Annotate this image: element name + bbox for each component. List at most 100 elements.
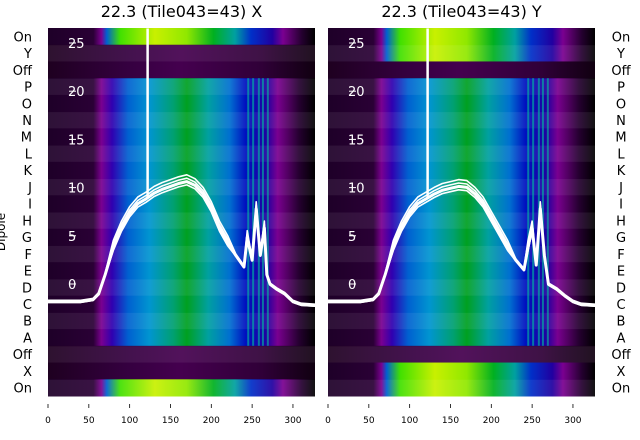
row-label: H <box>616 214 626 229</box>
heatmap-row <box>48 212 315 230</box>
row-label: P <box>24 81 32 96</box>
row-label: I <box>619 198 623 213</box>
heatmap-row <box>328 245 595 263</box>
x-tick-label: 50 <box>363 416 375 426</box>
heatmap-row <box>48 312 315 330</box>
row-label: K <box>617 164 626 179</box>
x-tick-label: 100 <box>401 416 418 426</box>
row-label: Off <box>611 348 631 363</box>
row-label: On <box>14 382 32 397</box>
row-label: X <box>23 365 32 380</box>
row-label: M <box>615 131 626 146</box>
heatmap-stripe <box>527 78 530 346</box>
row-label: G <box>616 231 626 246</box>
row-label: Y <box>616 47 625 62</box>
x-tick-label: 250 <box>524 416 541 426</box>
heatmap-stripe <box>546 78 549 346</box>
heatmap-row <box>48 28 315 46</box>
y-axis-label: Dipole <box>0 213 8 251</box>
overlay-y-tick-label: 0 <box>348 278 356 293</box>
heatmap-stripe <box>541 78 544 346</box>
heatmap-row <box>328 312 595 330</box>
heatmap-row <box>328 94 595 113</box>
heatmap-row <box>48 228 315 246</box>
overlay-line <box>328 178 596 305</box>
row-label: E <box>617 265 625 280</box>
heatmap-row <box>48 111 315 129</box>
x-tick-label: 150 <box>442 416 459 426</box>
row-label: D <box>22 281 32 296</box>
row-label: O <box>616 97 626 112</box>
overlay-line <box>48 174 316 305</box>
heatmap-row <box>48 362 315 380</box>
overlay-y-tick-label: 15 <box>68 133 85 148</box>
row-label: C <box>23 298 32 313</box>
x-tick-label: 50 <box>83 416 95 426</box>
overlay-y-tick-label: 10 <box>68 182 85 197</box>
heatmap-row <box>48 128 315 146</box>
x-tick-label: 300 <box>284 416 301 426</box>
heatmap-row <box>48 94 315 113</box>
overlay-y-tick-label: 5 <box>348 230 356 245</box>
row-label: On <box>612 382 630 397</box>
heatmap-row <box>48 145 315 163</box>
row-label: B <box>617 315 626 330</box>
heatmap-row <box>48 262 315 280</box>
row-label: On <box>14 30 32 45</box>
overlay-y-tick-label: 25 <box>348 37 365 52</box>
row-label: N <box>22 114 32 129</box>
heatmap-row <box>328 362 595 380</box>
x-tick-label: 0 <box>45 416 51 426</box>
row-label: L <box>617 147 625 162</box>
row-label: P <box>617 81 625 96</box>
overlay-y-tick-label: 10 <box>348 182 365 197</box>
x-tick-label: 100 <box>121 416 138 426</box>
heatmap-row <box>48 345 315 364</box>
heatmap-row <box>48 195 315 213</box>
row-label: F <box>617 248 624 263</box>
row-label: On <box>612 30 630 45</box>
row-label: Off <box>611 64 631 79</box>
x-tick-label: 250 <box>244 416 261 426</box>
row-label: I <box>28 198 32 213</box>
row-label: J <box>27 181 32 196</box>
heatmap-row <box>48 78 315 96</box>
row-label: L <box>25 147 33 162</box>
heatmap-row <box>48 245 315 263</box>
row-label: A <box>23 331 32 346</box>
heatmap-row <box>328 228 595 246</box>
x-tick-label: 150 <box>162 416 179 426</box>
row-label: B <box>23 315 32 330</box>
row-label: K <box>23 164 32 179</box>
row-label: D <box>616 281 626 296</box>
overlay-y-tick-label: 20 <box>68 85 85 100</box>
heatmap-row <box>48 295 315 313</box>
overlay-y-tick-label: 0 <box>68 278 76 293</box>
heatmap-stripe <box>261 78 264 346</box>
row-label: E <box>24 265 32 280</box>
x-tick-label: 200 <box>483 416 500 426</box>
row-label: O <box>22 97 32 112</box>
heatmap-row <box>328 44 595 62</box>
row-label: G <box>22 231 32 246</box>
x-tick-label: 300 <box>564 416 581 426</box>
overlay-y-tick-label: 25 <box>68 37 85 52</box>
row-label: Off <box>13 64 33 79</box>
heatmap-row <box>48 329 315 347</box>
heatmap-row <box>48 44 315 62</box>
heatmap-row <box>328 128 595 146</box>
overlay-y-tick-label: 15 <box>348 133 365 148</box>
row-label: X <box>617 365 626 380</box>
row-label: C <box>616 298 625 313</box>
row-label: J <box>618 181 623 196</box>
heatmap-row <box>328 145 595 163</box>
row-label: N <box>616 114 626 129</box>
chart-title: 22.3 (Tile043=43) X <box>101 2 263 21</box>
overlay-y-tick-label: 5 <box>68 230 76 245</box>
heatmap-stripe <box>257 78 260 346</box>
row-label: Off <box>13 348 33 363</box>
row-label: H <box>22 214 32 229</box>
